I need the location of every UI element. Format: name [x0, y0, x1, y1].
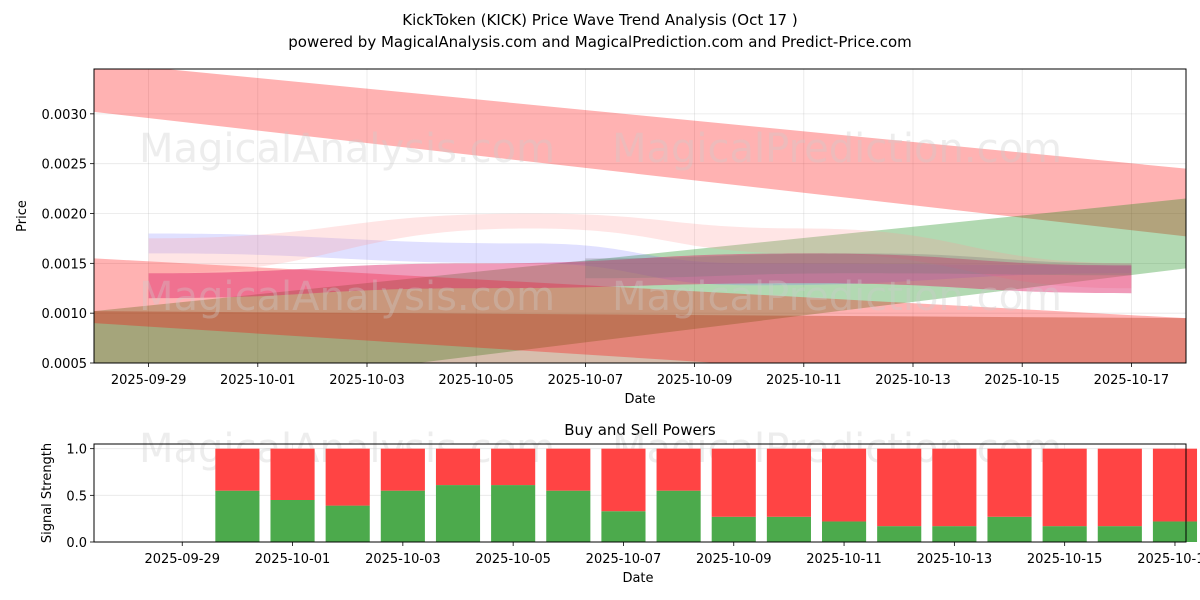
buy-bar — [822, 521, 867, 542]
price-band-blue-wave — [148, 233, 1132, 286]
price-x-tick-label: 2025-09-29 — [111, 373, 187, 388]
buy-bar — [932, 526, 977, 542]
buy-bar — [766, 516, 811, 542]
price-band-pink-wave — [148, 213, 1132, 289]
buy-bar — [711, 516, 756, 542]
sell-bar — [1042, 448, 1087, 527]
sell-bar — [435, 448, 481, 486]
buy-bar — [1152, 521, 1198, 542]
signal-x-tick-label: 2025-09-29 — [144, 552, 220, 567]
buy-bar — [546, 490, 591, 542]
price-y-tick-label: 0.0010 — [42, 307, 88, 322]
sell-bar — [656, 448, 701, 491]
signal-x-tick-label: 2025-10-15 — [1027, 552, 1103, 567]
signal-axes-frame — [93, 443, 1187, 543]
price-x-tick-label: 2025-10-07 — [548, 373, 624, 388]
price-band-gray-band — [585, 253, 1132, 279]
buy-bar — [656, 490, 701, 542]
price-y-tick-label: 0.0020 — [42, 208, 88, 223]
watermark-prediction-mid: MagicalPrediction.com — [612, 274, 1062, 320]
watermark-analysis-mid: MagicalAnalysis.com — [139, 274, 555, 320]
sell-bar — [877, 448, 922, 527]
signal-x-tick-label: 2025-10-09 — [696, 552, 772, 567]
signal-x-tick-label: 2025-10-07 — [586, 552, 662, 567]
price-x-tick-label: 2025-10-09 — [657, 373, 733, 388]
price-chart: MagicalAnalysis.com MagicalPrediction.co… — [15, 68, 1187, 407]
price-y-ticks: 0.0005 0.0010 0.0015 0.0020 0.0025 0.0030 — [42, 108, 94, 372]
price-x-tick-label: 2025-10-05 — [438, 373, 514, 388]
sell-bar — [987, 448, 1032, 517]
price-y-tick-label: 0.0015 — [42, 257, 88, 272]
buy-bar — [380, 490, 425, 542]
figure-title-line1: KickToken (KICK) Price Wave Trend Analys… — [402, 11, 797, 29]
price-x-tick-label: 2025-10-11 — [766, 373, 842, 388]
signal-x-tick-label: 2025-10-17 — [1137, 552, 1200, 567]
signal-y-tick-label: 0.0 — [66, 536, 87, 551]
buy-bar — [215, 490, 260, 542]
price-band-red-falling-lower — [94, 258, 1186, 363]
buy-bar — [1097, 526, 1142, 542]
sell-bar — [546, 448, 591, 491]
buy-bar — [325, 505, 370, 542]
sell-bar — [822, 448, 867, 522]
sell-bar — [380, 448, 425, 491]
price-x-tick-label: 2025-10-17 — [1094, 373, 1170, 388]
signal-bars — [215, 448, 1198, 542]
buy-bar — [491, 485, 536, 542]
sell-bar — [215, 448, 260, 491]
sell-bar — [711, 448, 756, 517]
signal-y-ticks: 0.0 0.5 1.0 — [66, 443, 94, 551]
signal-x-tick-label: 2025-10-01 — [255, 552, 331, 567]
price-x-tick-label: 2025-10-15 — [984, 373, 1060, 388]
signal-y-tick-label: 1.0 — [66, 443, 87, 458]
price-band-brown-falling — [94, 311, 1186, 363]
buy-bar — [601, 511, 646, 542]
signal-x-axis-label: Date — [622, 571, 653, 586]
watermark-analysis-top: MagicalAnalysis.com — [139, 126, 555, 172]
price-x-tick-label: 2025-10-03 — [329, 373, 405, 388]
price-y-tick-label: 0.0030 — [42, 108, 88, 123]
price-x-tick-label: 2025-10-01 — [220, 373, 296, 388]
sell-bar — [932, 448, 977, 527]
sell-bar — [325, 448, 370, 506]
signal-chart: Buy and Sell Powers MagicalAnalysis.com … — [40, 421, 1200, 586]
price-band-red-falling-upper — [94, 69, 1186, 237]
price-band-magenta-band — [148, 253, 1132, 299]
price-band-green-rising — [94, 198, 1186, 363]
figure-title-line2: powered by MagicalAnalysis.com and Magic… — [288, 33, 912, 51]
signal-y-axis-label: Signal Strength — [40, 443, 55, 543]
buy-bar — [270, 500, 315, 542]
signal-y-tick-label: 0.5 — [66, 489, 87, 504]
sell-bar — [1097, 448, 1142, 527]
sell-bar — [491, 448, 536, 486]
buy-bar — [435, 485, 481, 542]
sell-bar — [766, 448, 811, 517]
price-axes-frame — [93, 68, 1187, 364]
signal-x-tick-label: 2025-10-11 — [806, 552, 882, 567]
signal-chart-title: Buy and Sell Powers — [564, 421, 716, 439]
price-bands — [94, 69, 1186, 363]
signal-x-tick-label: 2025-10-05 — [475, 552, 551, 567]
signal-x-tick-label: 2025-10-03 — [365, 552, 441, 567]
watermark-prediction-top: MagicalPrediction.com — [612, 126, 1062, 172]
signal-x-tick-label: 2025-10-13 — [917, 552, 993, 567]
price-y-axis-label: Price — [15, 200, 30, 232]
price-y-tick-label: 0.0025 — [42, 158, 88, 173]
sell-bar — [601, 448, 646, 512]
buy-bar — [1042, 526, 1087, 542]
price-x-axis-label: Date — [624, 392, 655, 407]
signal-x-ticks: 2025-09-29 2025-10-01 2025-10-03 2025-10-05… — [144, 542, 1200, 567]
price-y-tick-label: 0.0005 — [42, 357, 88, 372]
price-x-ticks: 2025-09-29 2025-10-01 2025-10-03 2025-10-05… — [111, 363, 1169, 388]
sell-bar — [1152, 448, 1198, 522]
price-x-tick-label: 2025-10-13 — [875, 373, 951, 388]
buy-bar — [987, 516, 1032, 542]
sell-bar — [270, 448, 315, 500]
buy-bar — [877, 526, 922, 542]
